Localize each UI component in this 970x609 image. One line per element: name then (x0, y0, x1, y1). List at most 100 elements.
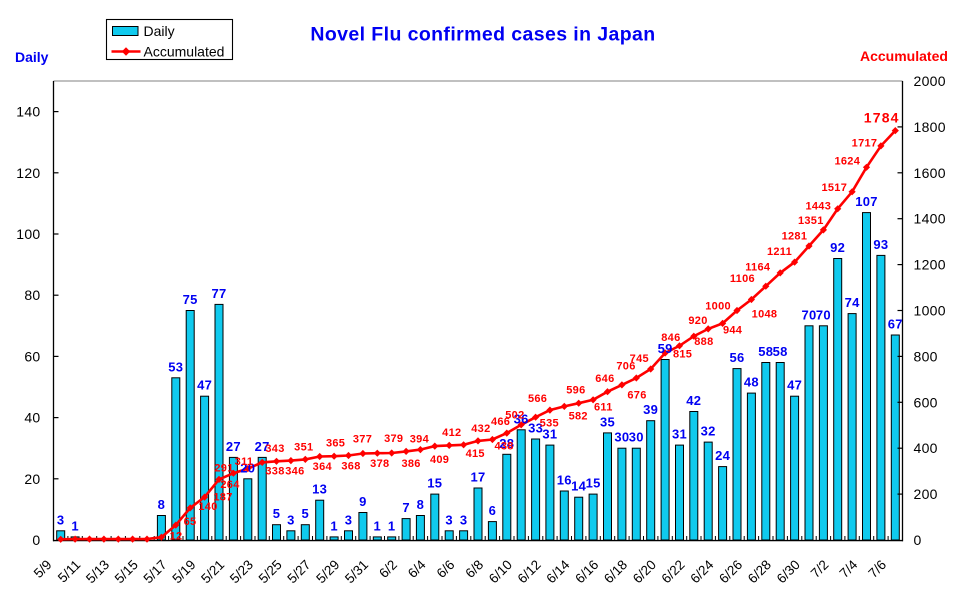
svg-text:3: 3 (287, 512, 295, 527)
svg-text:394: 394 (410, 434, 430, 446)
svg-text:1400: 1400 (914, 211, 946, 227)
svg-text:338: 338 (265, 465, 284, 477)
svg-text:47: 47 (787, 378, 802, 393)
svg-text:32: 32 (701, 424, 716, 439)
svg-text:1200: 1200 (914, 257, 946, 273)
svg-text:1: 1 (374, 518, 382, 533)
svg-text:611: 611 (594, 402, 613, 414)
svg-text:264: 264 (220, 479, 240, 491)
svg-text:48: 48 (744, 375, 759, 390)
svg-text:1: 1 (330, 518, 338, 533)
svg-text:377: 377 (353, 433, 372, 445)
svg-text:70: 70 (816, 307, 831, 322)
svg-text:368: 368 (341, 460, 360, 472)
svg-text:59: 59 (658, 341, 673, 356)
svg-text:0: 0 (914, 532, 922, 548)
svg-text:8: 8 (417, 497, 425, 512)
svg-text:42: 42 (686, 393, 701, 408)
svg-text:1164: 1164 (745, 262, 771, 274)
svg-text:311: 311 (235, 456, 254, 468)
svg-text:3: 3 (345, 512, 353, 527)
svg-text:58: 58 (758, 344, 773, 359)
svg-text:31: 31 (542, 427, 557, 442)
svg-text:70: 70 (801, 307, 816, 322)
svg-text:35: 35 (600, 414, 615, 429)
svg-text:Accumulated: Accumulated (860, 48, 948, 64)
svg-text:67: 67 (888, 317, 903, 332)
svg-text:3: 3 (445, 512, 453, 527)
svg-text:432: 432 (471, 423, 490, 435)
svg-text:74: 74 (845, 295, 861, 310)
svg-text:30: 30 (614, 430, 629, 445)
svg-text:438: 438 (494, 441, 513, 453)
svg-text:7: 7 (402, 500, 410, 515)
svg-text:Daily: Daily (144, 23, 175, 39)
svg-text:378: 378 (370, 458, 389, 470)
svg-text:1517: 1517 (821, 182, 847, 194)
svg-text:1: 1 (71, 518, 79, 533)
svg-text:676: 676 (627, 390, 646, 402)
svg-text:80: 80 (24, 287, 40, 303)
svg-text:343: 343 (265, 443, 284, 455)
svg-text:582: 582 (569, 411, 588, 423)
svg-text:1: 1 (388, 518, 396, 533)
svg-text:600: 600 (914, 394, 938, 410)
svg-text:3: 3 (460, 512, 468, 527)
svg-text:107: 107 (855, 194, 878, 209)
svg-text:646: 646 (595, 373, 614, 385)
svg-text:5: 5 (302, 506, 310, 521)
svg-text:77: 77 (211, 286, 226, 301)
svg-text:65: 65 (184, 516, 197, 528)
svg-text:944: 944 (723, 325, 743, 337)
svg-text:351: 351 (294, 441, 313, 453)
svg-text:466: 466 (491, 416, 510, 428)
svg-text:187: 187 (213, 491, 232, 503)
svg-text:53: 53 (168, 359, 183, 374)
svg-text:75: 75 (183, 292, 198, 307)
svg-text:27: 27 (255, 439, 270, 454)
svg-text:56: 56 (729, 350, 744, 365)
svg-text:14: 14 (571, 479, 587, 494)
svg-text:412: 412 (442, 427, 461, 439)
svg-text:566: 566 (528, 393, 547, 405)
svg-text:40: 40 (24, 410, 40, 426)
svg-text:365: 365 (326, 438, 345, 450)
svg-text:27: 27 (226, 439, 241, 454)
svg-text:379: 379 (384, 433, 403, 445)
svg-text:140: 140 (198, 501, 217, 513)
svg-text:1048: 1048 (752, 308, 778, 320)
svg-text:8: 8 (158, 497, 166, 512)
svg-text:1211: 1211 (767, 246, 792, 258)
svg-text:535: 535 (540, 417, 559, 429)
svg-text:2000: 2000 (914, 73, 946, 89)
svg-text:920: 920 (688, 315, 707, 327)
svg-text:846: 846 (661, 332, 680, 344)
svg-text:0: 0 (32, 532, 40, 548)
svg-text:596: 596 (566, 385, 585, 397)
svg-text:386: 386 (401, 458, 420, 470)
svg-text:3: 3 (57, 512, 65, 527)
svg-text:5: 5 (273, 506, 281, 521)
svg-text:36: 36 (514, 411, 529, 426)
svg-text:745: 745 (630, 353, 649, 365)
svg-text:140: 140 (16, 104, 40, 120)
svg-text:39: 39 (643, 402, 658, 417)
svg-text:815: 815 (673, 348, 692, 360)
svg-text:1800: 1800 (914, 119, 946, 135)
svg-text:1624: 1624 (834, 156, 860, 168)
svg-text:13: 13 (312, 482, 327, 497)
svg-text:1000: 1000 (705, 301, 731, 313)
svg-text:17: 17 (470, 470, 485, 485)
svg-text:1000: 1000 (914, 303, 946, 319)
svg-text:120: 120 (16, 165, 40, 181)
svg-text:1281: 1281 (782, 231, 808, 243)
svg-text:Accumulated: Accumulated (144, 44, 225, 60)
svg-text:400: 400 (914, 440, 938, 456)
svg-text:92: 92 (830, 240, 845, 255)
svg-text:346: 346 (285, 465, 304, 477)
svg-text:24: 24 (715, 448, 731, 463)
svg-text:60: 60 (24, 348, 40, 364)
svg-text:200: 200 (914, 486, 938, 502)
svg-text:31: 31 (672, 427, 687, 442)
svg-text:9: 9 (359, 494, 367, 509)
